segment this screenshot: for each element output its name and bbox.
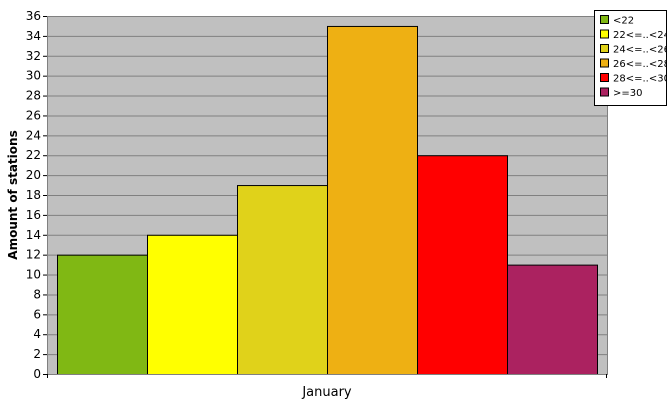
y-tick-label: 20 (26, 168, 41, 182)
legend-label: >=30 (613, 88, 642, 99)
legend-label: 24<=..<26 (613, 45, 667, 56)
x-category-label: January (301, 385, 352, 400)
legend-label: 28<=..<30 (613, 74, 667, 85)
legend-label: 26<=..<28 (613, 59, 667, 70)
y-tick-label: 14 (26, 228, 41, 242)
y-tick-label: 34 (26, 29, 41, 43)
x-category-labels: January (301, 385, 352, 400)
legend-label: 22<=..<24 (613, 30, 667, 41)
bar (417, 155, 508, 375)
bar (57, 254, 148, 376)
y-tick-label: 30 (26, 69, 41, 83)
y-tick-label: 16 (26, 208, 41, 222)
legend-label: <22 (613, 16, 634, 27)
y-tick-label: 8 (33, 287, 41, 301)
plot-border (47, 16, 608, 375)
y-tick-label: 12 (26, 248, 41, 262)
y-tick-label: 10 (26, 268, 41, 282)
y-axis-title: Amount of stations (6, 130, 20, 259)
y-tick-label: 22 (26, 148, 41, 162)
y-tick-label: 6 (33, 307, 41, 321)
y-tick-label: 18 (26, 188, 41, 202)
legend-swatch (600, 58, 609, 68)
bars (57, 25, 598, 376)
axes (43, 16, 608, 378)
y-tick-label: 2 (33, 347, 41, 361)
y-tick-label: 36 (26, 9, 41, 23)
y-tick-label: 0 (33, 367, 41, 381)
legend-swatch (600, 87, 609, 97)
bar (147, 234, 238, 375)
legend-swatch (600, 15, 609, 24)
bar (237, 185, 328, 375)
legend-swatch (600, 44, 609, 53)
y-tick-label: 4 (33, 327, 41, 341)
y-tick-label: 26 (26, 108, 41, 122)
y-tick-label: 32 (26, 49, 41, 63)
legend-swatch (600, 29, 609, 39)
y-tick-label: 24 (26, 128, 41, 142)
bar (327, 25, 418, 375)
legend-swatch (600, 73, 609, 82)
y-tick-label: 28 (26, 89, 41, 103)
bar (507, 264, 598, 375)
legend: <22 22<=..<24 24<=..<26 26<=..<28 28<=..<30 >… (594, 10, 667, 106)
